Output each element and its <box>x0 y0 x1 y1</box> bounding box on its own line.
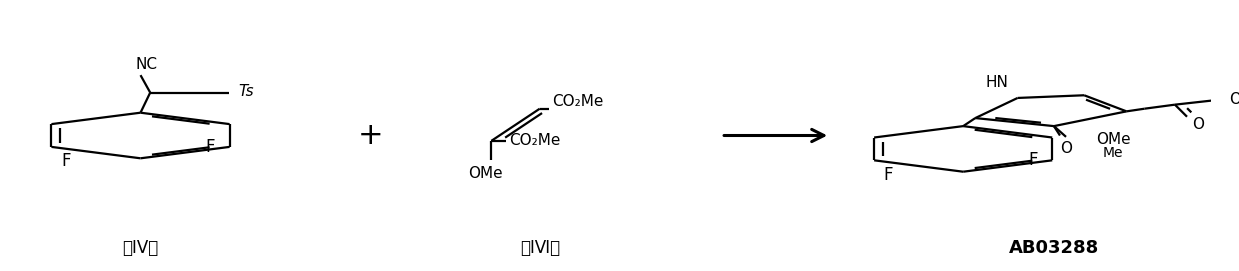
Text: O: O <box>1229 92 1239 107</box>
Text: +: + <box>358 121 383 150</box>
Text: OMe: OMe <box>468 166 503 180</box>
Text: F: F <box>206 138 216 156</box>
Text: CO₂Me: CO₂Me <box>551 95 603 109</box>
Text: （ⅠⅥ）: （ⅠⅥ） <box>519 239 560 257</box>
Text: Me: Me <box>1103 146 1123 160</box>
Text: F: F <box>1028 151 1038 169</box>
Text: AB03288: AB03288 <box>1009 239 1099 257</box>
Text: NC: NC <box>135 57 157 72</box>
Text: O: O <box>1061 141 1072 156</box>
Text: F: F <box>883 166 893 184</box>
Text: F: F <box>61 152 71 170</box>
Text: CO₂Me: CO₂Me <box>509 133 561 148</box>
Text: Ts: Ts <box>239 84 254 99</box>
Text: O: O <box>1192 117 1204 132</box>
Text: （ⅠⅤ）: （ⅠⅤ） <box>123 239 159 257</box>
Text: HN: HN <box>985 75 1009 91</box>
Text: OMe: OMe <box>1097 132 1131 147</box>
